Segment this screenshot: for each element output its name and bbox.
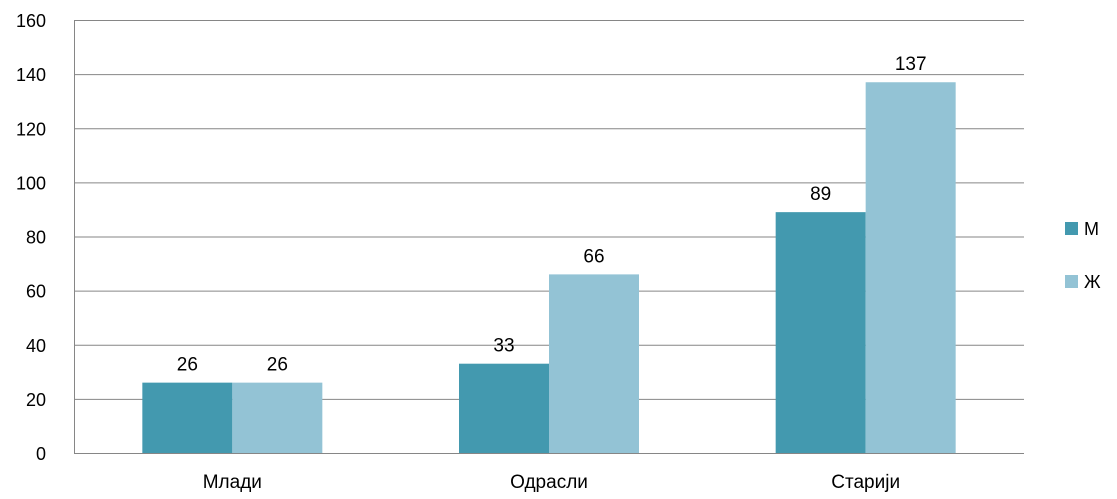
bar-zh-2 xyxy=(865,82,956,454)
data-label-zh-2: 137 xyxy=(895,54,927,75)
legend: МЖ xyxy=(1065,219,1101,292)
data-label-zh-0: 26 xyxy=(267,355,288,376)
legend-swatch-m xyxy=(1065,222,1078,235)
y-tick-label-120: 120 xyxy=(16,119,46,139)
legend-label-zh: Ж xyxy=(1084,272,1101,292)
x-category-label-1: Одрасли xyxy=(510,472,588,493)
data-label-m-0: 26 xyxy=(177,355,198,376)
x-category-label-2: Старији xyxy=(831,472,900,493)
y-tick-label-0: 0 xyxy=(36,444,46,464)
legend-item-zh: Ж xyxy=(1065,272,1101,292)
legend-item-m: М xyxy=(1065,219,1099,239)
x-category-label-0: Млади xyxy=(203,472,262,493)
bars xyxy=(142,82,956,454)
data-labels: 26 26 33 66 89 137 xyxy=(177,54,927,375)
bar-m-0 xyxy=(142,382,233,453)
y-tick-label-60: 60 xyxy=(26,282,46,302)
y-tick-label-80: 80 xyxy=(26,228,46,248)
bar-zh-0 xyxy=(232,382,323,453)
y-axis-tick-labels: 0 20 40 60 80 100 120 140 160 xyxy=(16,11,46,464)
legend-swatch-zh xyxy=(1065,275,1078,288)
data-label-m-1: 33 xyxy=(493,336,514,357)
bar-m-1 xyxy=(459,363,549,453)
y-tick-label-100: 100 xyxy=(16,173,46,193)
bar-m-2 xyxy=(775,212,866,453)
data-label-m-2: 89 xyxy=(810,184,831,205)
data-label-zh-1: 66 xyxy=(583,246,604,267)
bar-zh-1 xyxy=(549,274,639,453)
x-axis-category-labels: Млади Одрасли Старији xyxy=(203,472,900,493)
y-tick-label-160: 160 xyxy=(16,11,46,31)
legend-label-m: М xyxy=(1084,219,1099,239)
y-tick-label-140: 140 xyxy=(16,65,46,85)
y-tick-label-20: 20 xyxy=(26,390,46,410)
y-tick-label-40: 40 xyxy=(26,336,46,356)
